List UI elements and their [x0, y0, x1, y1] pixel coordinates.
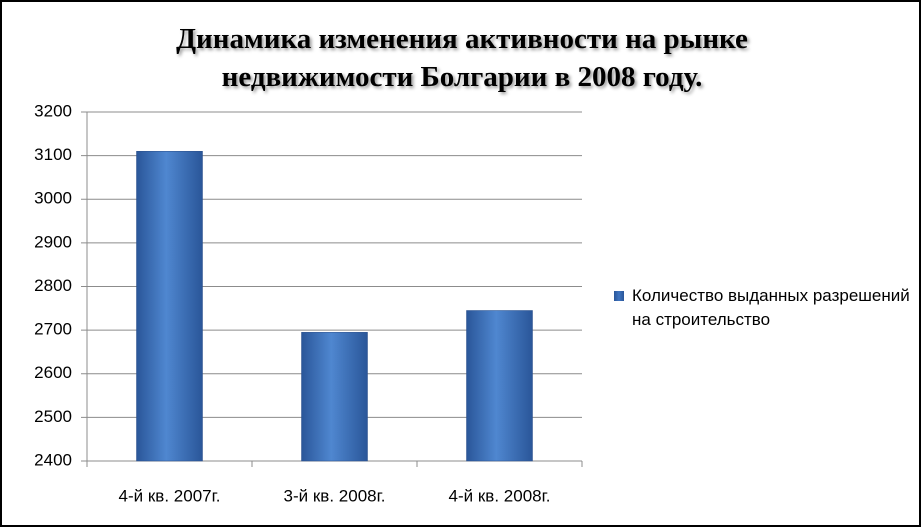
- y-tick-label: 2700: [34, 320, 72, 339]
- bar: [136, 151, 203, 462]
- y-tick-label: 3100: [34, 145, 72, 164]
- x-tick-label: 4-й кв. 2008г.: [449, 486, 551, 505]
- y-tick-label: 2900: [34, 232, 72, 251]
- y-tick-label: 2800: [34, 276, 72, 295]
- y-tick-label: 2400: [34, 450, 72, 469]
- y-tick-label: 3200: [34, 101, 72, 120]
- bar: [466, 310, 533, 462]
- legend: Количество выданных разрешений на строит…: [614, 286, 912, 332]
- y-tick-label: 2500: [34, 407, 72, 426]
- x-tick-label: 4-й кв. 2007г.: [119, 486, 221, 505]
- y-tick-label: 2600: [34, 363, 72, 382]
- legend-key: [614, 291, 624, 301]
- bar: [301, 332, 368, 462]
- x-tick-label: 3-й кв. 2008г.: [284, 486, 386, 505]
- y-tick-label: 3000: [34, 189, 72, 208]
- chart-title: Динамика изменения активности на рынке н…: [176, 23, 748, 93]
- legend-label: Количество выданных разрешений на строит…: [632, 286, 910, 329]
